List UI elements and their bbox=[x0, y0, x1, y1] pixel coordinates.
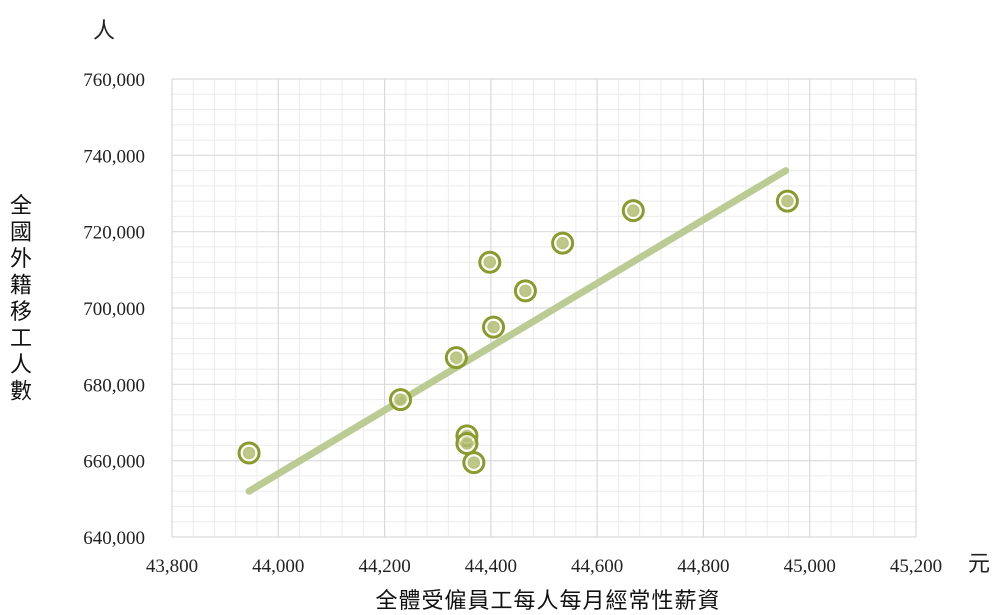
data-point-core bbox=[483, 255, 497, 269]
x-tick-label: 44,800 bbox=[677, 556, 729, 577]
y-tick-label: 720,000 bbox=[83, 223, 145, 244]
y-tick-label: 660,000 bbox=[83, 452, 145, 473]
data-point-core bbox=[627, 204, 640, 217]
data-point-core bbox=[394, 393, 407, 406]
y-unit-label: 人 bbox=[93, 19, 115, 44]
data-point-core bbox=[450, 351, 463, 364]
data-point bbox=[513, 279, 537, 303]
data-point bbox=[482, 315, 506, 339]
y-tick-label: 700,000 bbox=[83, 299, 145, 320]
data-point bbox=[621, 199, 645, 223]
y-tick-label: 740,000 bbox=[83, 146, 145, 167]
y-tick-label: 680,000 bbox=[83, 375, 145, 396]
x-tick-label: 43,800 bbox=[146, 556, 198, 577]
data-point bbox=[237, 441, 261, 465]
data-point-core bbox=[519, 284, 532, 298]
x-tick-label: 44,400 bbox=[465, 556, 517, 577]
x-tick-label: 45,200 bbox=[890, 556, 942, 577]
y-tick-label: 640,000 bbox=[83, 528, 145, 549]
trendline bbox=[245, 167, 790, 495]
trendline-layer bbox=[245, 167, 790, 495]
data-point bbox=[444, 346, 468, 370]
data-points bbox=[237, 189, 799, 475]
data-point bbox=[551, 231, 575, 255]
x-tick-label: 44,000 bbox=[252, 556, 304, 577]
x-axis-title: 全體受僱員工每人每月經常性薪資 bbox=[375, 589, 720, 614]
data-point-core bbox=[487, 320, 500, 334]
x-tick-label: 44,200 bbox=[358, 556, 410, 577]
x-unit-label: 元 bbox=[968, 552, 990, 577]
data-point-core bbox=[242, 446, 256, 460]
data-point-core bbox=[460, 437, 474, 450]
y-tick-label: 760,000 bbox=[83, 70, 145, 91]
x-tick-label: 44,600 bbox=[571, 556, 623, 577]
data-point bbox=[389, 388, 413, 412]
y-axis-title: 全國外籍移工人數 bbox=[10, 194, 32, 405]
data-point-core bbox=[556, 236, 569, 250]
data-point bbox=[775, 189, 799, 213]
data-point-core bbox=[467, 456, 481, 469]
x-tick-label: 45,000 bbox=[784, 556, 836, 577]
data-point bbox=[455, 431, 479, 455]
data-point bbox=[462, 451, 486, 475]
data-point-core bbox=[781, 194, 794, 208]
data-point bbox=[478, 250, 502, 274]
tick-labels: 43,800 44,000 44,200 44,400 44,600 44,800 45,0… bbox=[83, 70, 942, 577]
